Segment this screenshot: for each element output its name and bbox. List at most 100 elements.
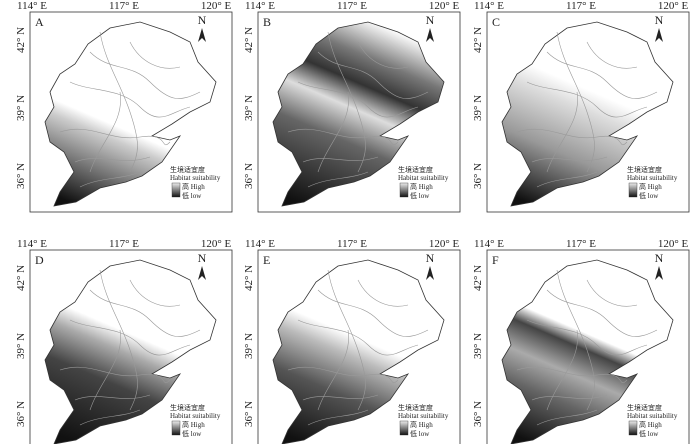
- lat-label: 42° N: [15, 27, 27, 53]
- river: [546, 51, 658, 99]
- lon-label: 114° E: [245, 0, 275, 12]
- legend-high: 高 High: [182, 420, 205, 429]
- river: [287, 128, 399, 146]
- river: [546, 91, 578, 173]
- river: [536, 409, 598, 426]
- lat-label: 39° N: [243, 333, 255, 359]
- lon-label: 120° E: [658, 238, 689, 250]
- lat-label: 36° N: [243, 163, 255, 189]
- lat-label: 42° N: [472, 265, 484, 291]
- legend-low: 低 low: [410, 429, 430, 438]
- river: [516, 128, 628, 146]
- river: [526, 319, 648, 356]
- legend-title-zh: 生境适宜度: [627, 165, 662, 174]
- river: [99, 31, 138, 173]
- north-label: N: [655, 251, 664, 265]
- map-panel: F 114° E 117° E 120° E 42° N 39° N 36° N N 生境适宜度…: [472, 238, 690, 444]
- north-arrow: [655, 266, 663, 280]
- river: [59, 366, 171, 384]
- lon-label: 120° E: [429, 238, 460, 250]
- lat-label: 36° N: [243, 401, 255, 427]
- lat-label: 36° N: [15, 401, 27, 427]
- legend-title-zh: 生境适宜度: [398, 165, 433, 174]
- river: [516, 366, 628, 384]
- lon-label: 117° E: [566, 238, 596, 250]
- river: [586, 41, 638, 69]
- legend-title-zh: 生境适宜度: [170, 403, 205, 412]
- legend-title-en: Habitat suitability: [627, 412, 678, 420]
- river: [546, 289, 658, 337]
- lat-label: 36° N: [472, 163, 484, 189]
- legend-ramp: [171, 420, 181, 436]
- river: [327, 269, 366, 411]
- legend-ramp: [171, 182, 181, 198]
- north-label: N: [655, 13, 664, 27]
- legend-ramp: [399, 182, 409, 198]
- legend-low: 低 low: [639, 429, 659, 438]
- river: [69, 319, 191, 356]
- river: [302, 156, 379, 163]
- river: [297, 319, 419, 356]
- legend-low: 低 low: [182, 191, 202, 200]
- river: [297, 81, 419, 118]
- lat-label: 39° N: [243, 95, 255, 121]
- map-panel: A 114° E 117° E 120° E 42° N 39° N 36° N N 生境适宜度…: [15, 0, 233, 213]
- legend-title-zh: 生境适宜度: [627, 403, 662, 412]
- river: [317, 289, 429, 337]
- north-arrow: [426, 28, 434, 42]
- legend-title-en: Habitat suitability: [398, 174, 449, 182]
- river: [556, 31, 595, 173]
- lon-label: 114° E: [17, 0, 47, 12]
- lat-label: 39° N: [472, 95, 484, 121]
- legend-ramp: [628, 420, 638, 436]
- river: [531, 156, 608, 163]
- lon-label: 114° E: [474, 238, 504, 250]
- river: [129, 279, 181, 307]
- river: [536, 171, 598, 188]
- river: [357, 279, 409, 307]
- river: [302, 394, 379, 401]
- river: [327, 31, 366, 173]
- river: [556, 269, 595, 411]
- river: [79, 171, 141, 188]
- river: [129, 41, 181, 69]
- river: [89, 51, 201, 99]
- lon-label: 117° E: [109, 0, 139, 12]
- north-label: N: [426, 251, 435, 265]
- lon-label: 120° E: [201, 0, 232, 12]
- lon-label: 117° E: [337, 238, 367, 250]
- river: [74, 394, 151, 401]
- river: [317, 91, 349, 173]
- legend-high: 高 High: [639, 182, 662, 191]
- river: [59, 128, 171, 146]
- lon-label: 117° E: [566, 0, 596, 12]
- legend-high: 高 High: [410, 182, 433, 191]
- lat-label: 39° N: [472, 333, 484, 359]
- river: [526, 81, 648, 118]
- panel-label: B: [263, 15, 271, 29]
- legend-title-en: Habitat suitability: [170, 174, 221, 182]
- river: [317, 329, 349, 411]
- river: [307, 171, 369, 188]
- legend-title-en: Habitat suitability: [398, 412, 449, 420]
- lat-label: 39° N: [15, 333, 27, 359]
- lat-label: 42° N: [15, 265, 27, 291]
- panel-label: E: [263, 253, 270, 267]
- river: [357, 41, 409, 69]
- north-arrow: [426, 266, 434, 280]
- north-arrow: [198, 28, 206, 42]
- panel-label: A: [35, 15, 44, 29]
- legend-high: 高 High: [410, 420, 433, 429]
- panel-label: F: [492, 253, 499, 267]
- north-arrow: [655, 28, 663, 42]
- legend-ramp: [399, 420, 409, 436]
- river: [287, 366, 399, 384]
- river: [586, 279, 638, 307]
- lon-label: 117° E: [109, 238, 139, 250]
- legend-title-en: Habitat suitability: [170, 412, 221, 420]
- legend-low: 低 low: [639, 191, 659, 200]
- map-panel: E 114° E 117° E 120° E 42° N 39° N 36° N N 生境适宜度…: [243, 238, 461, 444]
- lon-label: 120° E: [658, 0, 689, 12]
- legend-high: 高 High: [639, 420, 662, 429]
- river: [89, 91, 121, 173]
